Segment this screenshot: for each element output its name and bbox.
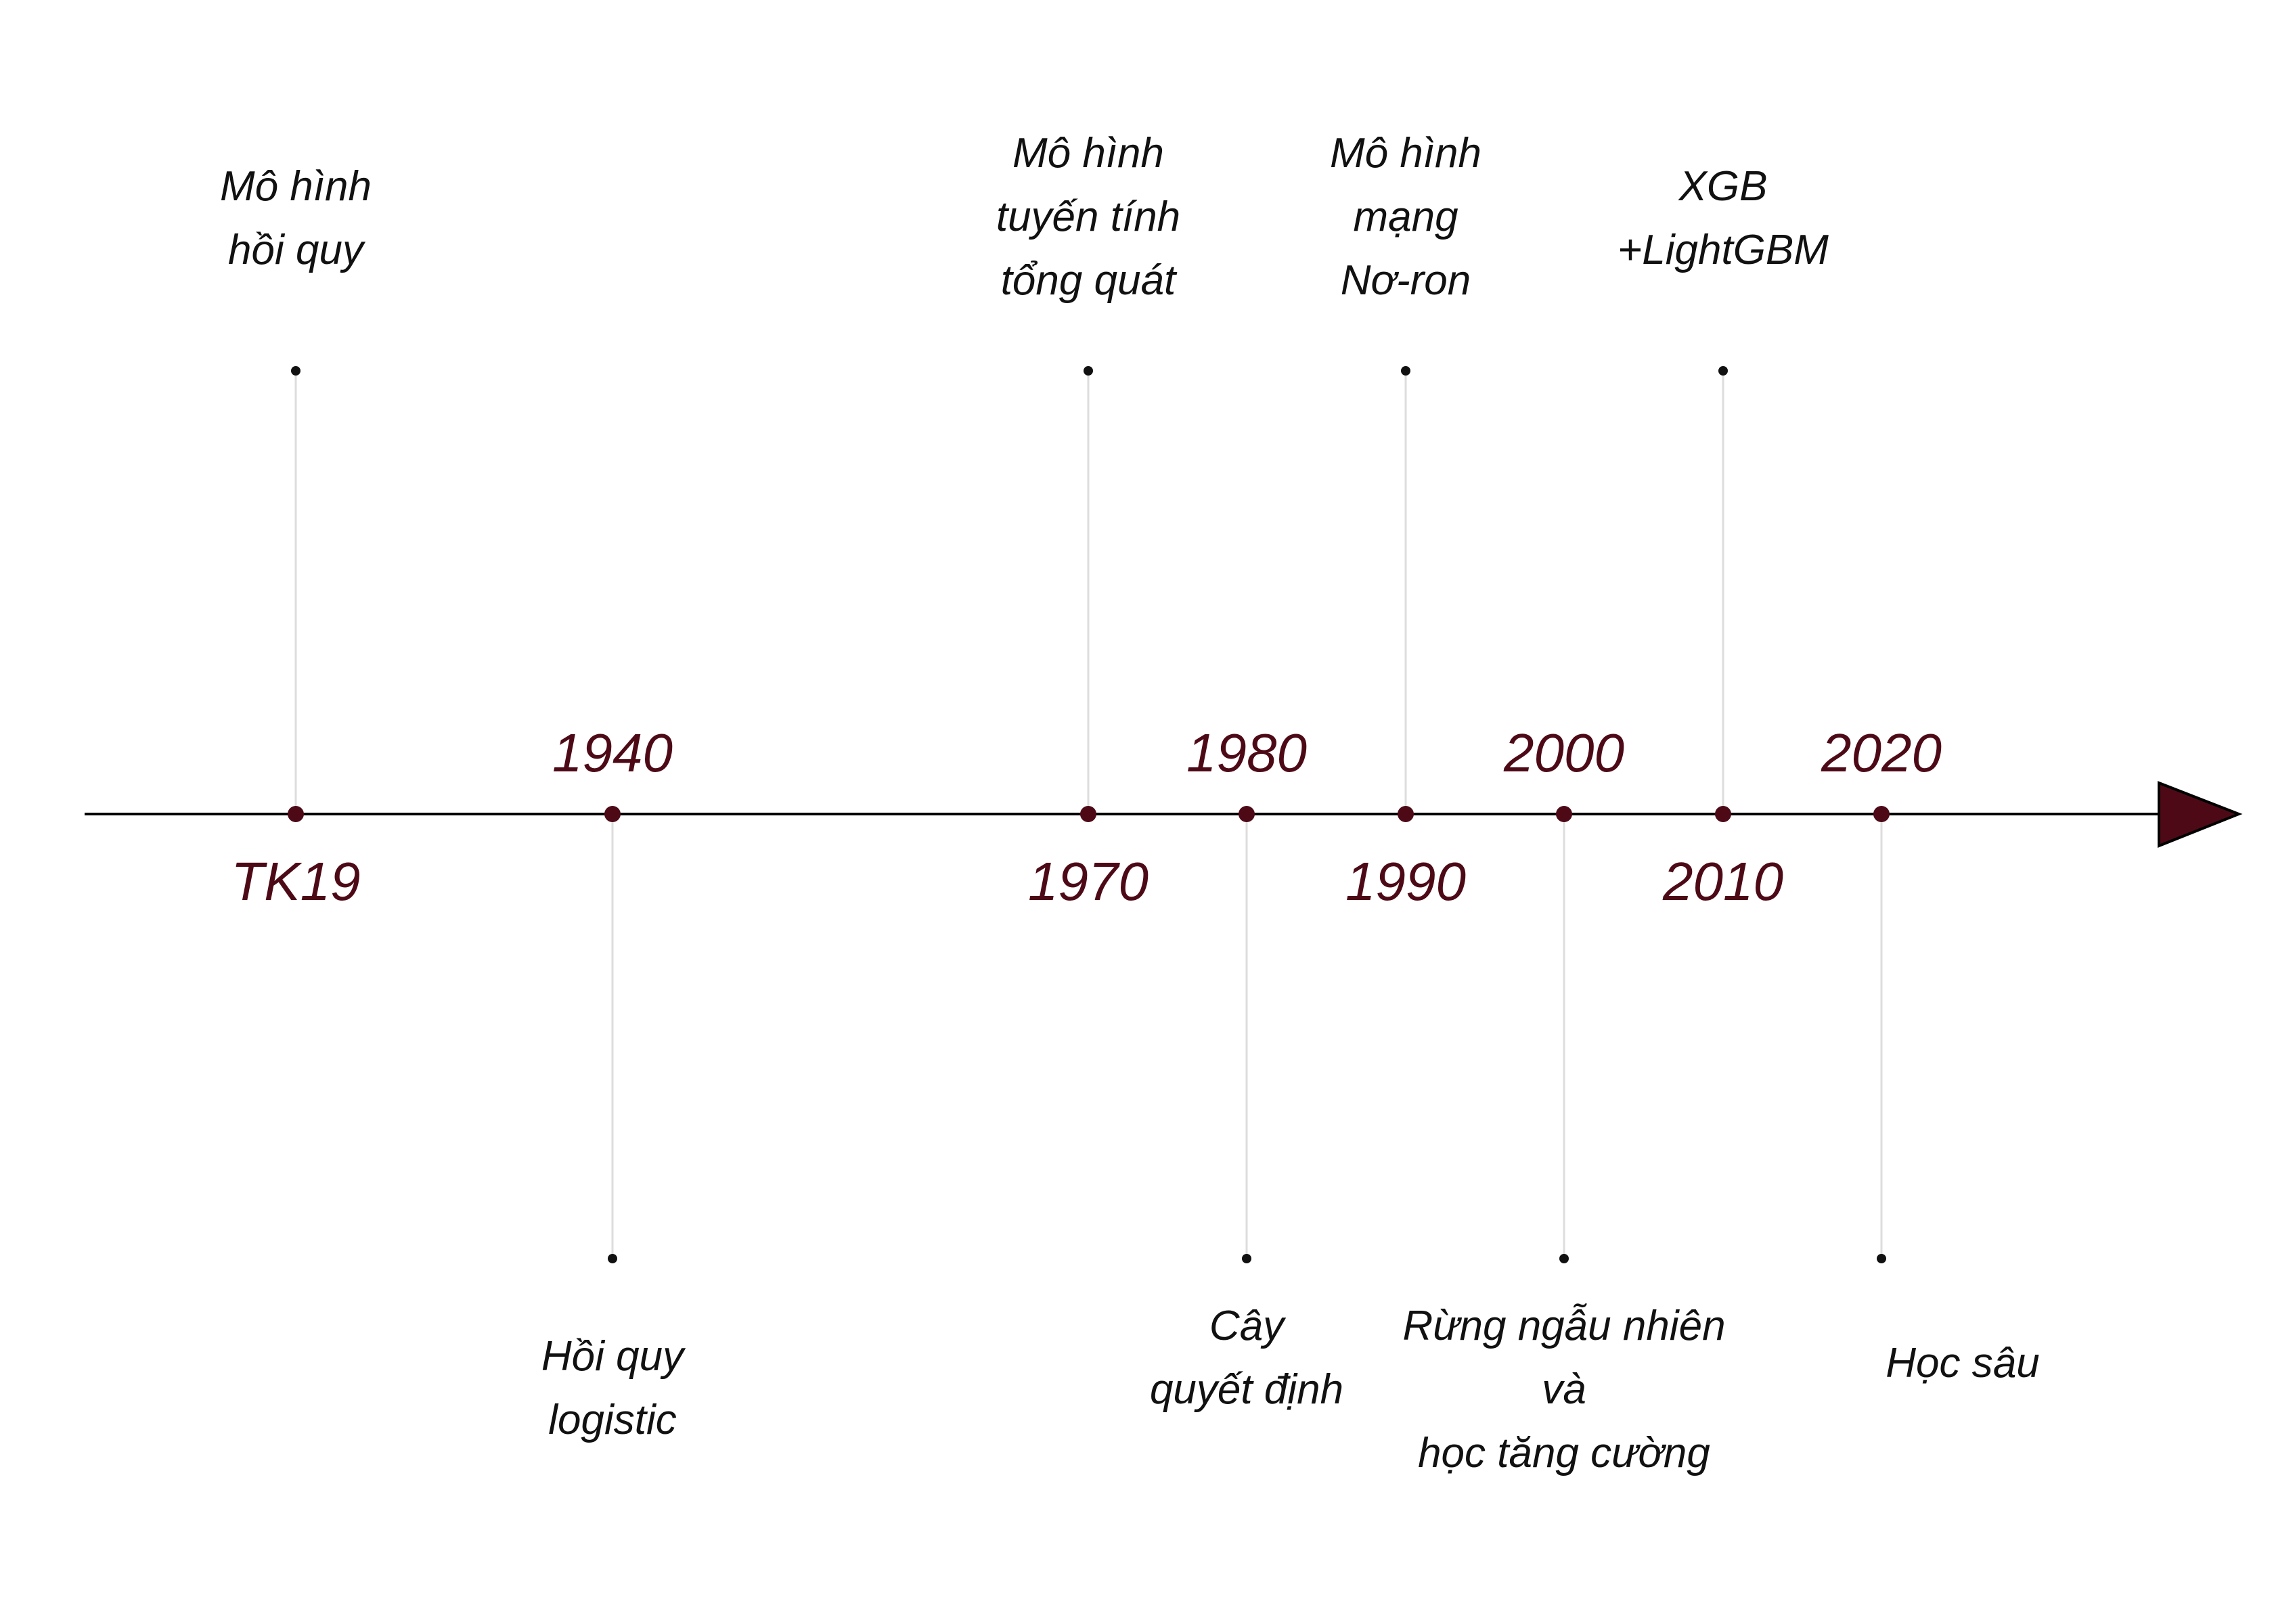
event-label-line: Mô hình [1330,130,1481,177]
event-label-line: quyết định [1150,1366,1343,1413]
tick-dot-2000 [1556,806,1572,822]
event-end-dot [1718,366,1728,376]
event-label-line: Rừng ngẫu nhiên [1402,1303,1725,1349]
event-label-line: Học sâu [1886,1340,2039,1386]
event-label-line: tuyến tính [996,194,1180,240]
year-label-1970: 1970 [1028,851,1149,911]
year-label-2000: 2000 [1503,723,1624,783]
event-label-line: mạng [1353,194,1458,240]
timeline-arrowhead [2158,781,2243,848]
labels-layer: TK19 1940 1970 1980 1990 2000 2010 2020 Mô hình h… [220,130,2040,1476]
year-label-2010: 2010 [1662,851,1783,911]
event-end-dot [1401,366,1410,376]
tick-dot-1980 [1239,806,1255,822]
event-end-dot [608,1254,617,1263]
year-label-1940: 1940 [552,723,673,783]
event-label-line: +LightGBM [1618,227,1829,273]
tick-dot-1940 [604,806,621,822]
ticks-layer [288,366,1890,1263]
year-label-2020: 2020 [1821,723,1942,783]
event-end-dot [1084,366,1093,376]
event-end-dot [1559,1254,1569,1263]
year-label-1980: 1980 [1186,723,1307,783]
event-label-line: Cây [1209,1303,1287,1349]
tick-dot-1970 [1080,806,1096,822]
year-label-1990: 1990 [1345,851,1466,911]
event-label-line: và [1542,1366,1586,1413]
year-label-tk19: TK19 [231,851,360,911]
event-end-dot [1877,1254,1886,1263]
tick-dot-2010 [1715,806,1731,822]
event-label-line: Mô hình [220,163,372,210]
event-label-line: logistic [548,1397,677,1443]
event-label-line: Mô hình [1012,130,1164,177]
event-label-line: tổng quát [1001,257,1178,304]
event-label-line: học tăng cường [1418,1430,1710,1476]
tick-dot-tk19 [288,806,304,822]
event-label-line: Hồi quy [541,1333,686,1380]
event-label-line: XGB [1678,163,1768,210]
event-label-line: Nơ-ron [1341,257,1471,304]
event-label-line: hồi quy [228,227,366,273]
event-end-dot [291,366,300,376]
tick-dot-1990 [1398,806,1414,822]
tick-dot-2020 [1873,806,1890,822]
stems-layer [294,371,1883,1259]
event-end-dot [1242,1254,1251,1263]
